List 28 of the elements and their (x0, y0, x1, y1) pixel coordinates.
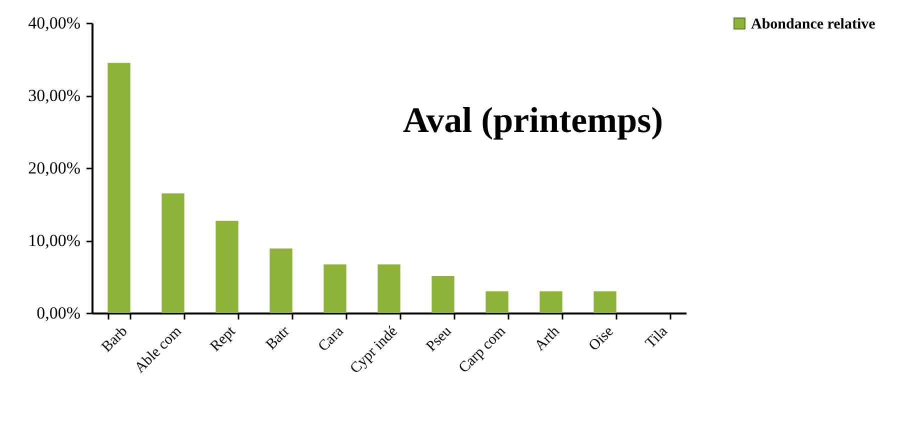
x-tick-label: Arth (532, 323, 564, 354)
x-tick-label: Oise (586, 323, 618, 354)
x-tick-label: Barb (98, 324, 131, 356)
bar (216, 220, 238, 313)
y-tick-label: 0,00% (36, 304, 80, 322)
bar (324, 264, 346, 313)
legend-label: Abondance relative (751, 16, 876, 32)
bar (162, 193, 184, 313)
x-tick-label: Carp com (456, 323, 510, 376)
x-tick-label: Pseu (423, 323, 456, 355)
bar (432, 276, 454, 313)
bar (378, 264, 400, 313)
x-tick-label: Batr (263, 324, 293, 354)
y-tick-label: 40,00% (28, 14, 80, 32)
y-tick-label: 10,00% (28, 231, 80, 250)
bar (270, 248, 292, 313)
y-tick-label: 20,00% (28, 158, 80, 178)
x-tick-label: Rept (207, 322, 240, 355)
bar (108, 62, 130, 313)
bar (486, 291, 508, 313)
x-tick-label: Able com (132, 323, 186, 376)
x-tick-label: Cypr indé (347, 323, 402, 377)
x-tick-label: Cara (315, 323, 348, 355)
bar (594, 291, 616, 313)
bar (540, 291, 562, 313)
y-tick-label: 30,00% (28, 86, 80, 105)
text: Aval (printemps) (402, 100, 664, 140)
x-tick-label: Tila (642, 323, 672, 352)
